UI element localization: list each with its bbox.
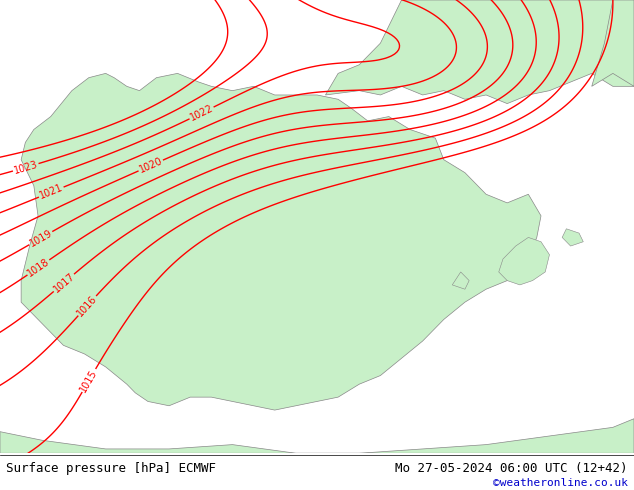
Text: 1016: 1016: [75, 294, 99, 318]
Text: 1017: 1017: [51, 271, 77, 294]
Text: 1020: 1020: [138, 156, 164, 175]
Polygon shape: [325, 0, 634, 103]
Text: Mo 27-05-2024 06:00 UTC (12+42): Mo 27-05-2024 06:00 UTC (12+42): [395, 462, 628, 475]
Text: 1019: 1019: [28, 228, 54, 248]
Text: 1022: 1022: [188, 103, 215, 123]
Polygon shape: [0, 419, 634, 453]
Text: Surface pressure [hPa] ECMWF: Surface pressure [hPa] ECMWF: [6, 462, 216, 475]
Text: 1015: 1015: [79, 368, 100, 393]
Text: 1023: 1023: [13, 159, 39, 175]
Text: ©weatheronline.co.uk: ©weatheronline.co.uk: [493, 478, 628, 488]
Text: 1018: 1018: [25, 256, 51, 278]
Polygon shape: [499, 238, 550, 285]
Polygon shape: [592, 0, 634, 86]
Polygon shape: [21, 74, 541, 410]
Text: 1021: 1021: [38, 183, 65, 201]
Polygon shape: [562, 229, 583, 246]
Polygon shape: [452, 272, 469, 289]
